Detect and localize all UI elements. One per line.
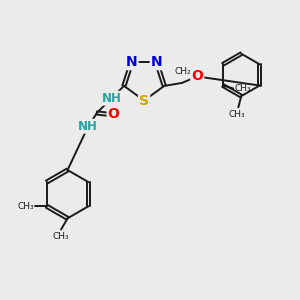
Text: O: O — [191, 70, 203, 83]
Text: O: O — [108, 107, 120, 122]
Text: N: N — [126, 55, 137, 69]
Text: NH: NH — [78, 120, 98, 133]
Text: N: N — [151, 55, 162, 69]
Text: CH₂: CH₂ — [175, 68, 191, 76]
Text: CH₃: CH₃ — [53, 232, 69, 242]
Text: S: S — [139, 94, 149, 107]
Text: NH: NH — [102, 92, 122, 105]
Text: CH₃: CH₃ — [17, 202, 34, 211]
Text: CH₃: CH₃ — [235, 84, 251, 93]
Text: CH₃: CH₃ — [229, 110, 245, 119]
